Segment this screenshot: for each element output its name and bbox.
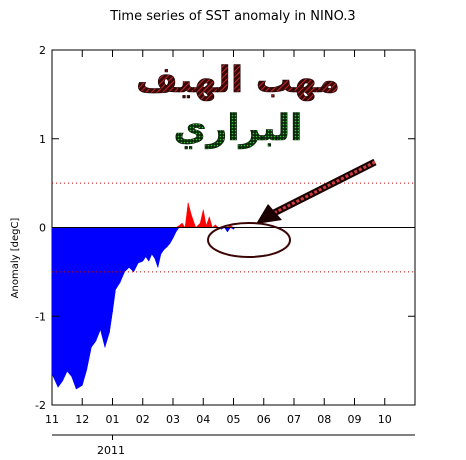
- y-tick-label: -2: [35, 399, 46, 412]
- year-label: 2011: [97, 444, 125, 457]
- positive-anomaly-area: [175, 202, 235, 228]
- x-tick-label: 12: [75, 413, 89, 426]
- x-tick-label: 03: [166, 413, 180, 426]
- x-tick-label: 05: [227, 413, 241, 426]
- x-tick-label: 08: [317, 413, 331, 426]
- negative-anomaly-area: [51, 227, 236, 390]
- annotation-title-line2: البراري: [173, 108, 302, 149]
- x-tick-label: 06: [257, 413, 271, 426]
- x-tick-label: 09: [348, 413, 362, 426]
- annotation-ellipse: [207, 222, 291, 258]
- chart-title: Time series of SST anomaly in NINO.3: [109, 9, 355, 24]
- x-axis: 11 12 01 02 03 04 05 06 07 08 09 10: [45, 50, 392, 440]
- x-tick-label: 11: [45, 413, 59, 426]
- arrow-head-icon: [256, 204, 282, 224]
- x-tick-label: 07: [287, 413, 301, 426]
- y-tick-label: -1: [35, 310, 46, 323]
- anomaly-area-group: [51, 202, 236, 390]
- y-tick-label: 1: [39, 133, 46, 146]
- annotation-title-line1: مهب الهيف: [136, 60, 340, 101]
- x-tick-label: 01: [106, 413, 120, 426]
- y-axis-label: Anomaly [degC]: [10, 218, 21, 299]
- x-tick-label: 04: [196, 413, 210, 426]
- y-axis: -2 -1 0 1 2: [35, 44, 415, 412]
- annotation-arrow: [256, 158, 377, 224]
- y-tick-label: 0: [39, 222, 46, 235]
- reference-lines: [52, 182, 415, 273]
- y-tick-label: 2: [39, 44, 46, 57]
- x-tick-label: 02: [136, 413, 150, 426]
- x-tick-label: 10: [378, 413, 392, 426]
